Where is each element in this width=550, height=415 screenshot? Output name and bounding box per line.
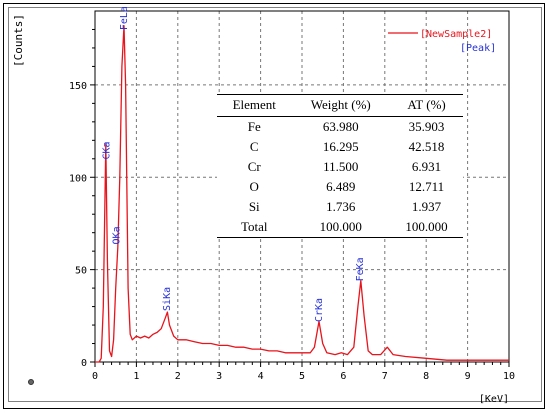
table-cell: 12.711 <box>408 179 445 194</box>
table-cell: Si <box>248 199 260 214</box>
table-row: C 16.295 42.518 <box>217 137 463 157</box>
x-tick-label: 6 <box>340 371 346 382</box>
peak-label: FeKa <box>355 257 366 281</box>
table-cell: 63.980 <box>322 119 359 134</box>
table-cell: 16.295 <box>322 139 359 154</box>
table-cell: 6.931 <box>411 159 442 174</box>
table-header-element: Element <box>217 94 292 117</box>
x-tick-label: 3 <box>216 371 222 382</box>
composition-table: Element Weight (%) AT (%) Fe 63.980 35.9… <box>217 94 463 238</box>
y-axis-label: [Counts] <box>12 14 25 67</box>
x-tick-label: 8 <box>423 371 429 382</box>
table-cell: Fe <box>247 119 261 134</box>
x-axis-label: [KeV] <box>479 394 509 405</box>
table-cell: 1.736 <box>326 199 356 214</box>
table-row: Total 100.000 100.000 <box>217 217 463 238</box>
table-header-row: Element Weight (%) AT (%) <box>217 94 463 117</box>
y-tick-label: 150 <box>69 81 87 92</box>
peak-label: CKa <box>101 141 112 159</box>
x-tick-label: 2 <box>175 371 181 382</box>
legend-peak-label: [Peak] <box>460 43 496 54</box>
table-cell: 11.500 <box>323 159 359 174</box>
table-cell: Total <box>217 217 292 238</box>
table-cell: 100.000 <box>390 217 463 238</box>
x-tick-label: 0 <box>92 371 98 382</box>
x-tick-label: 4 <box>258 371 264 382</box>
plot-panel <box>8 7 542 402</box>
table-row: Cr 11.500 6.931 <box>217 157 463 177</box>
table-row: Fe 63.980 35.903 <box>217 117 463 138</box>
x-tick-label: 1 <box>133 371 139 382</box>
table-cell: 35.903 <box>408 119 445 134</box>
spectrum-line <box>95 25 509 363</box>
peak-label: SiKa <box>162 287 173 311</box>
peak-label: OKa <box>112 226 123 244</box>
table-cell: 100.000 <box>291 217 391 238</box>
y-tick-label: 0 <box>81 358 87 369</box>
peak-label: CrKa <box>314 298 325 322</box>
table-cell: O <box>249 179 259 194</box>
y-tick-label: 50 <box>75 266 87 277</box>
legend-series-label: [NewSample2] <box>420 29 492 40</box>
x-tick-label: 7 <box>382 371 388 382</box>
x-tick-label: 9 <box>465 371 471 382</box>
table-row: O 6.489 12.711 <box>217 177 463 197</box>
table-header-at: AT (%) <box>390 94 463 117</box>
table-cell: C <box>249 139 259 154</box>
peak-label: FeLa <box>119 6 130 30</box>
x-tick-label: 5 <box>299 371 305 382</box>
y-tick-label: 100 <box>69 173 87 184</box>
table-cell: Cr <box>247 159 261 174</box>
status-indicator-icon <box>28 379 34 385</box>
table-row: Si 1.736 1.937 <box>217 197 463 217</box>
table-cell: 42.518 <box>408 139 445 154</box>
table-cell: 1.937 <box>411 199 442 214</box>
x-tick-label: 10 <box>503 371 515 382</box>
table-cell: 6.489 <box>326 179 356 194</box>
table-header-weight: Weight (%) <box>291 94 391 117</box>
